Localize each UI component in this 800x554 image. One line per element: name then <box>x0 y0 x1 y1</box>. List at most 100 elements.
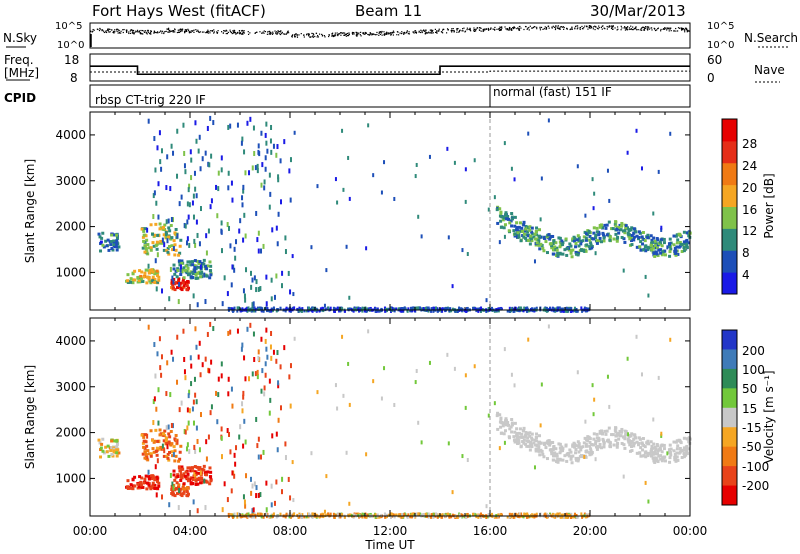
velocity-echo <box>657 375 660 380</box>
power-echo <box>588 245 592 249</box>
noise-point <box>434 31 437 34</box>
noise-point <box>669 27 671 29</box>
velocity-echo <box>629 434 633 438</box>
velocity-echo <box>251 513 254 517</box>
noise-point <box>484 29 486 31</box>
velocity-echo <box>383 366 386 371</box>
noise-point <box>581 25 583 28</box>
power-echo <box>188 202 191 208</box>
velocity-echo <box>322 515 325 519</box>
velocity-echo <box>223 481 226 487</box>
velocity-echo <box>566 515 569 519</box>
velocity-echo <box>554 513 557 517</box>
velocity-echo <box>275 358 278 364</box>
power-echo <box>600 225 604 229</box>
velocity-echo <box>115 445 119 449</box>
noise-point <box>364 33 366 35</box>
power-echo <box>529 234 533 238</box>
power-colorbar-cell <box>722 140 737 164</box>
power-echo <box>183 268 187 272</box>
velocity-echo <box>279 405 282 411</box>
velocity-echo <box>270 330 273 336</box>
power-echo <box>626 150 629 155</box>
power-echo <box>178 263 182 267</box>
velocity-echo <box>305 515 308 519</box>
velocity-echo <box>208 475 212 479</box>
noise-point <box>557 25 559 27</box>
velocity-echo <box>649 449 653 453</box>
power-echo <box>561 252 565 256</box>
power-echo <box>512 309 515 313</box>
power-echo <box>183 222 186 228</box>
power-echo <box>595 226 599 230</box>
power-echo <box>206 264 210 268</box>
noise-point <box>487 28 489 31</box>
power-echo <box>253 275 256 281</box>
noise-point <box>624 29 627 31</box>
noise-point <box>374 34 377 36</box>
power-echo <box>517 309 520 313</box>
velocity-echo <box>177 505 180 511</box>
noise-point <box>138 31 140 33</box>
velocity-echo <box>142 435 146 439</box>
noise-point <box>143 30 145 32</box>
power-echo <box>576 253 580 257</box>
power-echo <box>687 234 691 238</box>
noise-point <box>150 33 152 35</box>
velocity-echo <box>152 399 155 405</box>
velocity-echo <box>99 448 103 452</box>
power-echo <box>684 242 688 246</box>
power-echo <box>174 269 178 273</box>
noise-point <box>644 27 646 30</box>
velocity-echo <box>624 430 628 434</box>
velocity-echo <box>139 480 143 484</box>
noise-point <box>191 30 193 32</box>
power-echo <box>657 248 661 252</box>
noise-point <box>340 34 342 36</box>
noise-point <box>426 32 429 34</box>
power-echo <box>217 170 220 176</box>
velocity-echo <box>495 414 499 418</box>
velocity-echo <box>270 355 273 361</box>
noise-point <box>357 34 359 36</box>
noise-point <box>161 30 164 32</box>
noise-point <box>269 32 271 34</box>
velocity-echo <box>142 445 146 449</box>
velocity-echo <box>176 475 180 479</box>
power-echo <box>115 239 119 243</box>
noise-point <box>356 35 358 37</box>
power-echo <box>585 243 589 247</box>
power-echo <box>430 307 433 311</box>
power-echo <box>569 244 573 248</box>
velocity-echo <box>527 515 530 519</box>
velocity-echo <box>522 426 526 430</box>
power-echo <box>591 177 594 182</box>
power-echo <box>155 240 159 244</box>
velocity-echo <box>614 426 618 430</box>
noise-point <box>122 29 124 31</box>
power-echo <box>170 285 174 289</box>
noise-point <box>294 33 297 35</box>
power-echo <box>179 281 182 285</box>
power-echo <box>673 246 677 250</box>
velocity-echo <box>623 446 627 450</box>
velocity-echo <box>529 442 533 446</box>
velocity-echo <box>164 436 168 440</box>
velocity-echo <box>157 420 160 426</box>
noise-point <box>178 31 180 34</box>
noise-point <box>421 30 423 32</box>
power-echo <box>592 231 596 235</box>
noise-point <box>105 30 107 32</box>
power-echo <box>378 309 381 313</box>
power-echo <box>173 243 177 247</box>
power-echo <box>186 260 190 264</box>
power-echo <box>682 240 686 244</box>
power-echo <box>576 251 580 255</box>
noise-point <box>480 27 482 29</box>
noise-right-label: N.Search <box>744 31 798 45</box>
power-echo <box>535 241 539 245</box>
velocity-echo <box>682 455 686 459</box>
power-echo <box>674 234 678 238</box>
power-echo <box>264 166 267 172</box>
noise-point <box>688 30 690 32</box>
